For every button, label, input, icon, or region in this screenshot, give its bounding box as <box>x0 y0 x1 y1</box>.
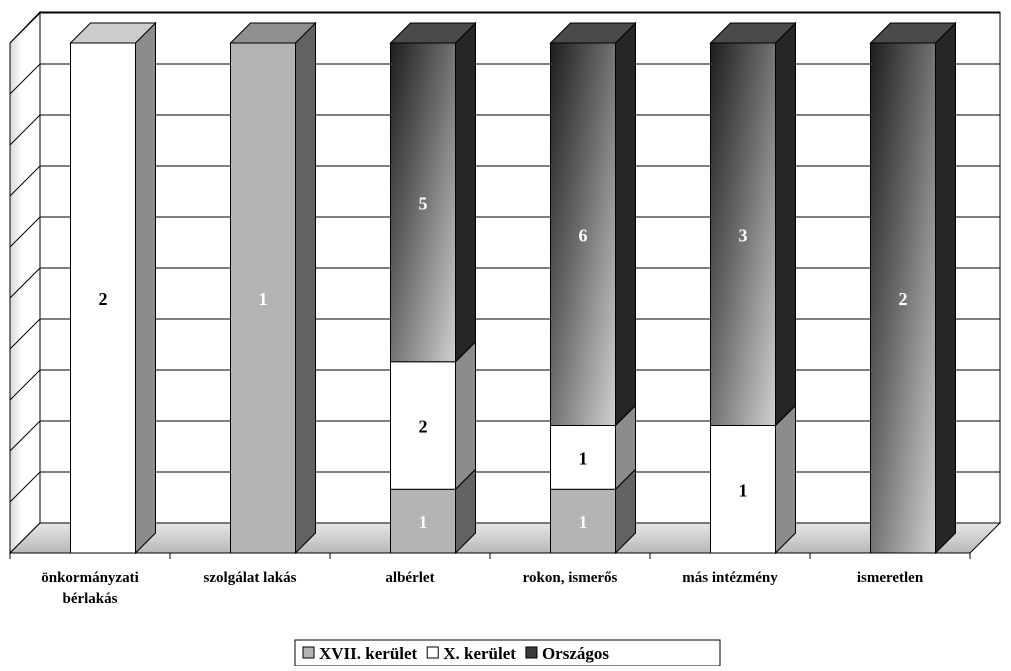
bar-segment <box>229 21 317 555</box>
legend-entry: X. kerület <box>426 644 516 663</box>
gridline <box>9 369 1000 401</box>
gridline <box>9 165 1000 197</box>
category-label: más intézmény <box>682 570 778 586</box>
data-label: 5 <box>419 193 428 213</box>
category-label: rokon, ismerős <box>523 570 618 586</box>
gridline <box>9 114 1000 146</box>
legend-swatch <box>525 646 538 659</box>
category-label: albérlet <box>385 570 434 586</box>
floor <box>8 522 1002 554</box>
data-label: 1 <box>419 512 428 532</box>
bar-segment <box>549 21 637 427</box>
chart-legend: XVII. kerület X. kerület Országos <box>294 639 721 667</box>
bar-segment <box>550 404 636 491</box>
legend-swatch <box>302 646 315 659</box>
category-label: önkormányzati <box>41 570 139 586</box>
gridline <box>9 12 1000 44</box>
bar-segment <box>710 404 796 555</box>
data-label: 3 <box>739 225 748 245</box>
legend-entry: XVII. kerület <box>302 644 418 663</box>
chart-bars <box>69 21 957 555</box>
category-label: szolgálat lakás <box>204 570 297 586</box>
gridline <box>9 216 1000 248</box>
chart-category-labels: önkormányzati bérlakás szolgálat lakás albé… <box>41 570 924 607</box>
chart-walls <box>8 10 1002 559</box>
bar-segment <box>390 468 476 555</box>
data-label: 1 <box>739 480 748 500</box>
bar-segment <box>869 21 957 555</box>
data-label: 2 <box>419 417 428 437</box>
gridline <box>9 471 1000 503</box>
legend-label: X. kerület <box>443 644 516 663</box>
data-label: 1 <box>579 448 588 468</box>
category-label: bérlakás <box>62 591 117 607</box>
data-label: 1 <box>259 289 268 309</box>
legend-label: XVII. kerület <box>319 644 418 663</box>
data-label: 2 <box>99 289 108 309</box>
data-label: 1 <box>579 512 588 532</box>
gridline <box>9 267 1000 299</box>
gridline <box>9 63 1000 95</box>
legend-label: Országos <box>542 644 609 663</box>
legend-swatch <box>426 646 439 659</box>
category-label: ismeretlen <box>857 570 924 586</box>
bar-segment <box>389 21 477 363</box>
bar-segment <box>709 21 797 427</box>
gridline <box>9 420 1000 452</box>
legend-box <box>294 639 721 667</box>
gridline <box>9 318 1000 350</box>
data-label: 2 <box>899 289 908 309</box>
bar-segment <box>69 21 157 555</box>
legend-entry: Országos <box>525 644 609 663</box>
bar-segment <box>390 340 476 491</box>
data-label: 6 <box>579 225 588 245</box>
bar-segment <box>550 468 636 555</box>
